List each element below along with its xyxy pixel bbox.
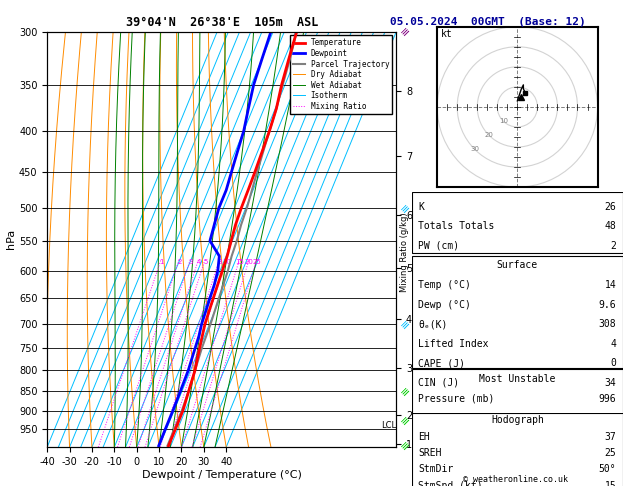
Text: kt: kt xyxy=(441,29,453,39)
Bar xyxy=(412,369,623,467)
Text: Most Unstable: Most Unstable xyxy=(479,374,555,383)
Text: CAPE (J): CAPE (J) xyxy=(418,452,465,462)
Text: SREH: SREH xyxy=(418,448,442,458)
Text: 25: 25 xyxy=(252,259,261,265)
Y-axis label: km
ASL: km ASL xyxy=(423,228,441,250)
Text: 2: 2 xyxy=(611,241,616,251)
Text: 0: 0 xyxy=(611,358,616,368)
Text: 4: 4 xyxy=(611,433,616,443)
Text: K: K xyxy=(418,202,424,212)
Text: 8: 8 xyxy=(217,259,221,265)
Text: ≡: ≡ xyxy=(399,317,413,331)
Text: 20: 20 xyxy=(245,259,253,265)
Text: 25: 25 xyxy=(604,448,616,458)
Text: Totals Totals: Totals Totals xyxy=(418,221,494,231)
Text: 15: 15 xyxy=(604,481,616,486)
Text: θₑ(K): θₑ(K) xyxy=(418,319,448,329)
Text: 50°: 50° xyxy=(599,465,616,474)
Text: StmDir: StmDir xyxy=(418,465,454,474)
Text: 0: 0 xyxy=(611,452,616,462)
Text: 05.05.2024  00GMT  (Base: 12): 05.05.2024 00GMT (Base: 12) xyxy=(389,17,586,27)
Text: LCL: LCL xyxy=(381,421,396,430)
Text: 37: 37 xyxy=(604,432,616,442)
Text: Temp (°C): Temp (°C) xyxy=(418,280,471,290)
Text: 30: 30 xyxy=(470,146,480,152)
Text: PW (cm): PW (cm) xyxy=(418,241,459,251)
Title: 39°04'N  26°38'E  105m  ASL: 39°04'N 26°38'E 105m ASL xyxy=(126,16,318,29)
Text: 308: 308 xyxy=(599,319,616,329)
Text: Pressure (mb): Pressure (mb) xyxy=(418,394,494,404)
Y-axis label: hPa: hPa xyxy=(6,229,16,249)
Text: Mixing Ratio (g/kg): Mixing Ratio (g/kg) xyxy=(400,212,409,292)
Text: 14: 14 xyxy=(604,280,616,290)
Text: 48: 48 xyxy=(604,221,616,231)
Text: 34: 34 xyxy=(604,378,616,388)
Text: 3: 3 xyxy=(188,259,192,265)
Text: 308: 308 xyxy=(599,413,616,423)
Text: 4: 4 xyxy=(611,339,616,348)
Text: Lifted Index: Lifted Index xyxy=(418,433,489,443)
Text: 9.6: 9.6 xyxy=(599,299,616,310)
Text: 15: 15 xyxy=(235,259,244,265)
Text: ≡: ≡ xyxy=(399,414,413,427)
Text: 5: 5 xyxy=(203,259,208,265)
Text: ≡: ≡ xyxy=(399,201,413,215)
Legend: Temperature, Dewpoint, Parcel Trajectory, Dry Adiabat, Wet Adiabat, Isotherm, Mi: Temperature, Dewpoint, Parcel Trajectory… xyxy=(290,35,392,114)
Text: CIN (J): CIN (J) xyxy=(418,378,459,388)
Text: Surface: Surface xyxy=(497,260,538,270)
Text: 996: 996 xyxy=(599,394,616,404)
Text: θₑ (K): θₑ (K) xyxy=(418,413,454,423)
Text: ≡: ≡ xyxy=(399,439,413,452)
Text: StmSpd (kt): StmSpd (kt) xyxy=(418,481,483,486)
Text: Hodograph: Hodograph xyxy=(491,416,544,425)
Text: CIN (J): CIN (J) xyxy=(418,471,459,482)
Text: ≡: ≡ xyxy=(399,25,413,38)
Bar xyxy=(412,192,623,254)
Text: Dewp (°C): Dewp (°C) xyxy=(418,299,471,310)
Bar xyxy=(412,256,623,368)
Text: 34: 34 xyxy=(604,471,616,482)
X-axis label: Dewpoint / Temperature (°C): Dewpoint / Temperature (°C) xyxy=(142,469,302,480)
Text: 10: 10 xyxy=(222,259,231,265)
Text: 1: 1 xyxy=(159,259,164,265)
Text: CAPE (J): CAPE (J) xyxy=(418,358,465,368)
Text: 4: 4 xyxy=(196,259,201,265)
Text: 20: 20 xyxy=(485,132,494,138)
Text: 2: 2 xyxy=(177,259,181,265)
Text: 10: 10 xyxy=(499,118,508,124)
Text: ≡: ≡ xyxy=(399,384,413,398)
Text: EH: EH xyxy=(418,432,430,442)
Text: Lifted Index: Lifted Index xyxy=(418,339,489,348)
Text: 26: 26 xyxy=(604,202,616,212)
Text: © weatheronline.co.uk: © weatheronline.co.uk xyxy=(464,474,568,484)
